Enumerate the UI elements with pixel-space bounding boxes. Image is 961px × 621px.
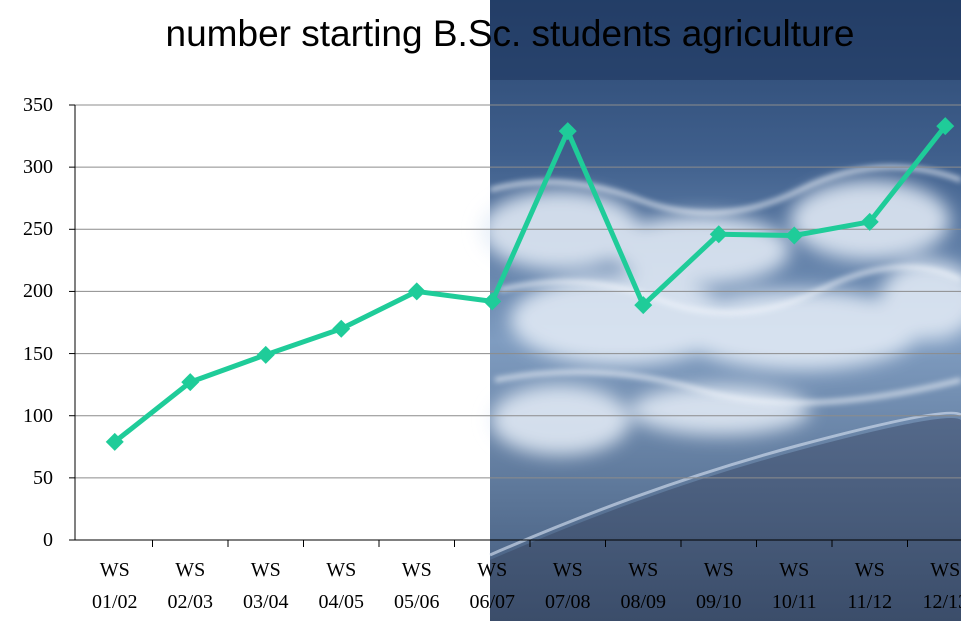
y-tick-label: 200 <box>3 281 53 301</box>
y-tick-label: 50 <box>3 468 53 488</box>
x-tick-label: WS 11/12 <box>832 554 908 618</box>
data-point <box>408 282 426 300</box>
y-tick-label: 100 <box>3 406 53 426</box>
page: {"chart_data": {"type": "line", "title":… <box>0 0 961 621</box>
x-tick-label: WS 05/06 <box>379 554 455 618</box>
x-tick-label: WS 06/07 <box>454 554 530 618</box>
x-tick-label: WS 07/08 <box>530 554 606 618</box>
data-point <box>332 320 350 338</box>
y-tick-label: 250 <box>3 219 53 239</box>
chart-title: number starting B.Sc. students agricultu… <box>165 10 855 58</box>
x-tick-label: WS 01/02 <box>77 554 153 618</box>
slide: number starting B.Sc. students agricultu… <box>0 0 961 621</box>
y-tick-label: 350 <box>3 95 53 115</box>
y-tick-label: 300 <box>3 157 53 177</box>
y-tick-label: 0 <box>3 530 53 550</box>
y-tick-label: 150 <box>3 344 53 364</box>
x-tick-label: WS 03/04 <box>228 554 304 618</box>
x-tick-label: WS 08/09 <box>605 554 681 618</box>
chart <box>0 0 961 621</box>
x-tick-label: WS 09/10 <box>681 554 757 618</box>
x-tick-label: WS 12/13 <box>907 554 961 618</box>
background-photo <box>480 0 961 621</box>
data-point <box>257 346 275 364</box>
x-tick-label: WS 10/11 <box>756 554 832 618</box>
x-tick-label: WS 02/03 <box>152 554 228 618</box>
x-tick-label: WS 04/05 <box>303 554 379 618</box>
